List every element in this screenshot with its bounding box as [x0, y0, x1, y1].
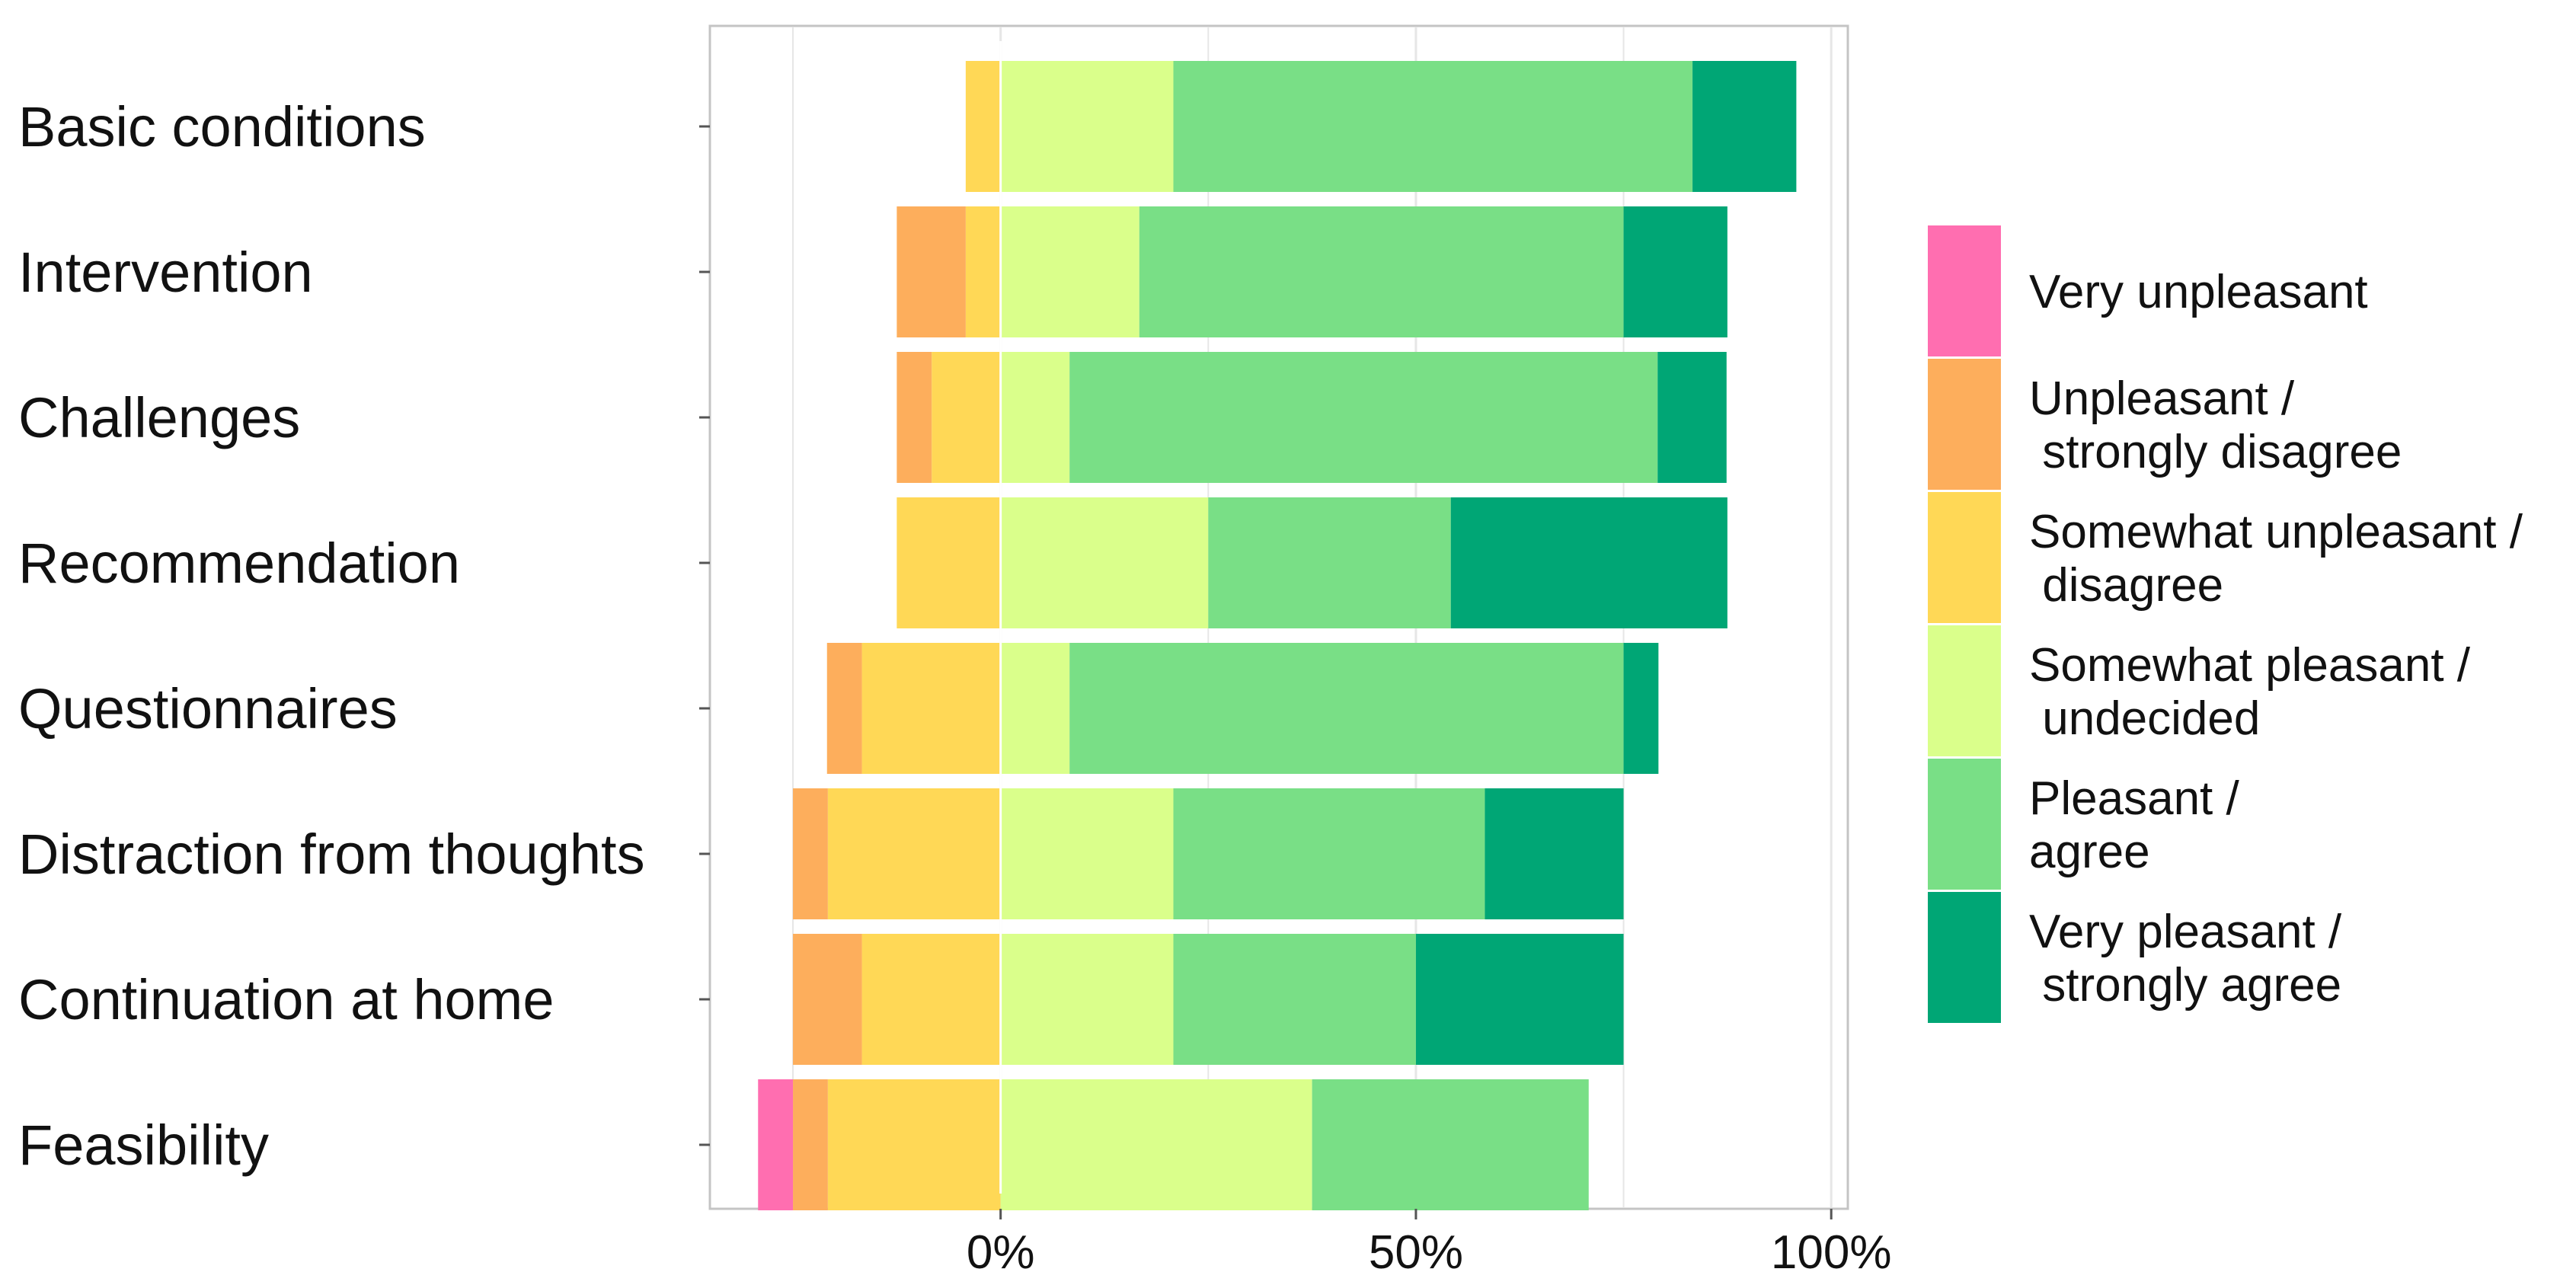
- legend-key-somewhat-pleasant-undecided: [1928, 625, 2001, 756]
- legend: Very unpleasant Unpleasant / strongly dis…: [1928, 225, 2523, 1023]
- bar-challenges-very-pleasant-strongly-agree: [1657, 352, 1727, 483]
- legend-label-pleasant-agree: Pleasant / agree: [2029, 772, 2240, 878]
- category-label-recommendation: Recommendation: [18, 532, 460, 595]
- bar-intervention-unpleasant-strongly-disagree: [896, 206, 966, 337]
- x-axis: 0% 50% 100%: [967, 1209, 1892, 1279]
- bar-distraction-from-thoughts-somewhat-unpleasant-disagree: [827, 788, 1001, 919]
- bar-challenges-somewhat-pleasant-undecided: [1000, 352, 1070, 483]
- bar-continuation-at-home-unpleasant-strongly-disagree: [793, 934, 862, 1065]
- bar-questionnaires-unpleasant-strongly-disagree: [826, 643, 862, 774]
- bar-feasibility-very-unpleasant: [758, 1079, 794, 1210]
- y-axis: Basic conditions Intervention Challenges Re…: [18, 95, 710, 1177]
- legend-key-pleasant-agree: [1928, 759, 2001, 890]
- bar-distraction-from-thoughts-pleasant-agree: [1173, 788, 1485, 919]
- bar-distraction-from-thoughts-unpleasant-strongly-disagree: [793, 788, 828, 919]
- bar-feasibility-pleasant-agree: [1312, 1079, 1589, 1210]
- bar-continuation-at-home-somewhat-pleasant-undecided: [1000, 934, 1174, 1065]
- bar-continuation-at-home-somewhat-unpleasant-disagree: [861, 934, 1001, 1065]
- bar-feasibility-somewhat-pleasant-undecided: [1000, 1079, 1312, 1210]
- bar-basic-conditions-pleasant-agree: [1173, 61, 1693, 192]
- bar-distraction-from-thoughts-somewhat-pleasant-undecided: [1000, 788, 1174, 919]
- category-label-questionnaires: Questionnaires: [18, 677, 398, 740]
- bar-questionnaires-somewhat-pleasant-undecided: [1000, 643, 1070, 774]
- bar-feasibility-somewhat-unpleasant-disagree: [827, 1079, 1001, 1210]
- bar-intervention-somewhat-pleasant-undecided: [1000, 206, 1139, 337]
- category-label-challenges: Challenges: [18, 386, 300, 449]
- category-label-distraction-from-thoughts: Distraction from thoughts: [18, 823, 645, 886]
- bars: [758, 61, 1797, 1210]
- x-tick-label-50: 50%: [1369, 1226, 1463, 1279]
- bar-challenges-pleasant-agree: [1069, 352, 1658, 483]
- legend-label-very-unpleasant: Very unpleasant: [2029, 266, 2368, 318]
- bar-basic-conditions-somewhat-unpleasant-disagree: [965, 61, 1001, 192]
- bar-questionnaires-somewhat-unpleasant-disagree: [861, 643, 1001, 774]
- legend-key-unpleasant-strongly-disagree: [1928, 359, 2001, 490]
- category-label-intervention: Intervention: [18, 241, 313, 304]
- bar-intervention-very-pleasant-strongly-agree: [1623, 206, 1727, 337]
- bar-recommendation-pleasant-agree: [1208, 497, 1451, 628]
- legend-label-somewhat-unpleasant-disagree: Somewhat unpleasant / disagree: [2029, 506, 2523, 612]
- bar-continuation-at-home-very-pleasant-strongly-agree: [1415, 934, 1624, 1065]
- bar-basic-conditions-somewhat-pleasant-undecided: [1000, 61, 1174, 192]
- category-label-feasibility: Feasibility: [18, 1114, 269, 1177]
- bar-recommendation-somewhat-unpleasant-disagree: [896, 497, 1001, 628]
- bar-recommendation-somewhat-pleasant-undecided: [1000, 497, 1209, 628]
- category-label-basic-conditions: Basic conditions: [18, 95, 426, 158]
- legend-label-unpleasant-strongly-disagree: Unpleasant / strongly disagree: [2029, 372, 2402, 478]
- bar-intervention-pleasant-agree: [1139, 206, 1624, 337]
- x-tick-label-100: 100%: [1771, 1226, 1892, 1279]
- bar-continuation-at-home-pleasant-agree: [1173, 934, 1416, 1065]
- bar-questionnaires-pleasant-agree: [1069, 643, 1624, 774]
- legend-key-very-unpleasant: [1928, 225, 2001, 356]
- bar-challenges-unpleasant-strongly-disagree: [896, 352, 932, 483]
- legend-key-very-pleasant-strongly-agree: [1928, 892, 2001, 1023]
- bar-basic-conditions-very-pleasant-strongly-agree: [1692, 61, 1797, 192]
- bar-recommendation-very-pleasant-strongly-agree: [1450, 497, 1727, 628]
- legend-label-somewhat-pleasant-undecided: Somewhat pleasant / undecided: [2029, 639, 2471, 745]
- bar-challenges-somewhat-unpleasant-disagree: [932, 352, 1001, 483]
- bar-questionnaires-very-pleasant-strongly-agree: [1623, 643, 1659, 774]
- legend-label-very-pleasant-strongly-agree: Very pleasant / strongly agree: [2029, 906, 2342, 1012]
- x-tick-label-0: 0%: [967, 1226, 1035, 1279]
- bar-intervention-somewhat-unpleasant-disagree: [965, 206, 1001, 337]
- bar-feasibility-unpleasant-strongly-disagree: [793, 1079, 828, 1210]
- legend-key-somewhat-unpleasant-disagree: [1928, 492, 2001, 623]
- category-label-continuation-at-home: Continuation at home: [18, 968, 554, 1031]
- bar-distraction-from-thoughts-very-pleasant-strongly-agree: [1485, 788, 1624, 919]
